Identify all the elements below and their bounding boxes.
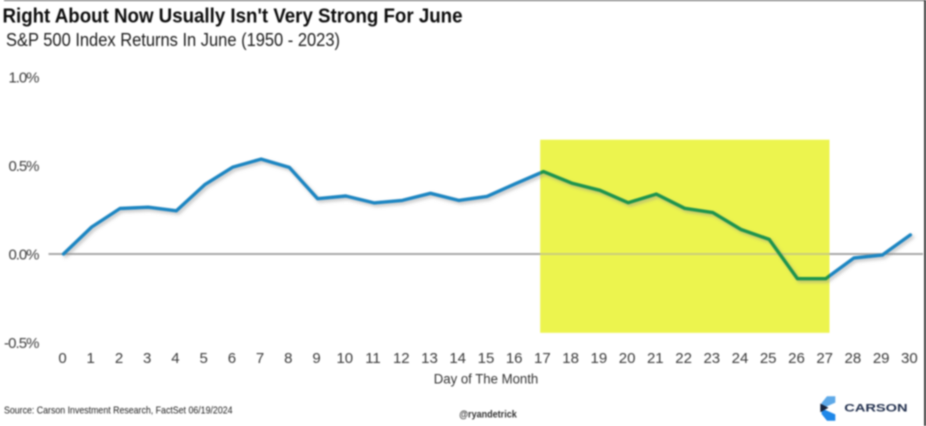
svg-text:11: 11 (365, 350, 381, 367)
svg-text:5: 5 (200, 350, 208, 367)
svg-text:29: 29 (873, 350, 890, 367)
svg-text:30: 30 (901, 350, 918, 367)
svg-text:6: 6 (228, 350, 236, 367)
svg-text:CARSON: CARSON (844, 403, 907, 415)
svg-text:18: 18 (562, 350, 579, 367)
svg-text:15: 15 (478, 350, 495, 367)
svg-text:12: 12 (393, 350, 410, 367)
svg-text:3: 3 (143, 350, 151, 367)
svg-text:8: 8 (284, 350, 292, 367)
svg-text:S&P 500 Index Returns In June: S&P 500 Index Returns In June (1950 - 20… (6, 30, 340, 50)
svg-text:0: 0 (58, 350, 66, 367)
svg-text:10: 10 (336, 350, 353, 367)
svg-text:20: 20 (619, 350, 636, 367)
svg-text:14: 14 (449, 350, 466, 367)
svg-text:22: 22 (675, 350, 692, 367)
svg-text:27: 27 (816, 350, 833, 367)
svg-text:Right About Now Usually Isn't: Right About Now Usually Isn't Very Stron… (3, 5, 463, 28)
svg-text:19: 19 (591, 350, 608, 367)
svg-text:1.0%: 1.0% (9, 69, 40, 86)
svg-text:Source: Carson Investment Rese: Source: Carson Investment Research, Fact… (4, 406, 233, 417)
svg-text:-0.5%: -0.5% (4, 335, 40, 352)
svg-text:4: 4 (171, 350, 179, 367)
svg-text:9: 9 (312, 350, 320, 367)
svg-text:7: 7 (256, 350, 264, 367)
svg-text:21: 21 (647, 350, 664, 367)
svg-text:26: 26 (788, 350, 805, 367)
svg-text:24: 24 (732, 350, 749, 367)
svg-text:0.0%: 0.0% (9, 246, 40, 263)
svg-text:16: 16 (506, 350, 523, 367)
svg-text:13: 13 (421, 350, 438, 367)
svg-text:@ryandetrick: @ryandetrick (459, 410, 517, 421)
svg-text:2: 2 (115, 350, 123, 367)
svg-text:1: 1 (87, 350, 95, 367)
svg-text:17: 17 (534, 350, 551, 367)
svg-text:28: 28 (845, 350, 862, 367)
svg-text:23: 23 (703, 350, 720, 367)
svg-text:25: 25 (760, 350, 777, 367)
svg-text:0.5%: 0.5% (9, 158, 40, 175)
svg-text:Day of The Month: Day of The Month (434, 372, 539, 388)
